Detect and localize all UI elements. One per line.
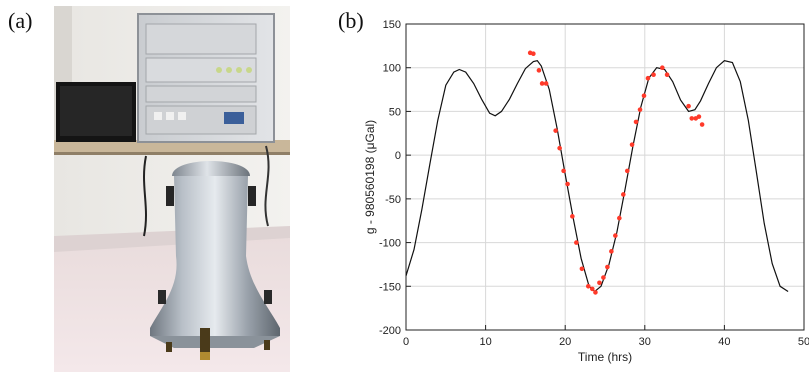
data-point <box>621 192 626 197</box>
gravity-chart: 0 10 20 30 40 50 -200 -150 -100 -50 0 50 100 150 Time… <box>363 19 809 364</box>
data-point <box>570 214 575 219</box>
gravimeter-photo <box>54 6 290 372</box>
y-tick-label: -150 <box>379 281 401 293</box>
data-point <box>579 266 585 272</box>
data-point <box>696 114 702 119</box>
data-point <box>689 116 695 121</box>
data-point <box>585 283 591 289</box>
x-tick-label: 10 <box>479 336 491 348</box>
x-tick-label: 20 <box>559 336 571 348</box>
y-tick-label: 0 <box>395 150 401 162</box>
data-point <box>641 93 647 98</box>
data-point <box>553 128 558 133</box>
data-point <box>531 51 536 57</box>
panel-a-label: (a) <box>8 8 33 33</box>
data-point <box>613 233 618 238</box>
data-point <box>574 240 579 245</box>
data-point <box>624 168 630 174</box>
y-tick-label: 100 <box>383 63 401 75</box>
data-point <box>605 264 610 270</box>
data-point <box>593 290 598 295</box>
axis-ticks: 0 10 20 30 40 50 -200 -150 -100 -50 0 50 100 150 <box>379 19 809 348</box>
data-point <box>686 103 691 109</box>
y-axis-label: g - 980560198 (μGal) <box>363 120 377 234</box>
data-point <box>543 81 549 86</box>
data-point <box>699 122 705 127</box>
data-point <box>597 280 602 286</box>
data-point <box>601 275 606 280</box>
y-tick-label: 150 <box>383 19 401 31</box>
x-tick-label: 30 <box>639 336 651 348</box>
y-tick-label: -50 <box>385 194 401 206</box>
chart-grid <box>405 23 805 331</box>
y-tick-label: -200 <box>379 325 401 337</box>
data-point <box>609 249 614 254</box>
x-tick-label: 40 <box>718 336 730 348</box>
data-point <box>589 286 595 292</box>
y-tick-label: 50 <box>389 106 401 118</box>
data-point <box>664 72 670 78</box>
data-point <box>651 72 656 78</box>
x-tick-label: 50 <box>798 336 809 348</box>
data-point <box>637 107 643 112</box>
measurement-points <box>527 50 705 295</box>
data-point <box>539 81 545 86</box>
panel-b-label: (b) <box>338 8 364 33</box>
data-point <box>561 168 566 174</box>
model-curve <box>405 60 789 293</box>
data-point <box>660 65 665 71</box>
data-point <box>629 142 635 147</box>
data-point <box>645 75 651 81</box>
data-point <box>536 68 542 73</box>
data-point <box>557 145 562 151</box>
data-point <box>633 119 639 125</box>
x-tick-label: 0 <box>403 336 409 348</box>
data-point <box>617 215 622 221</box>
plot-frame <box>405 23 805 331</box>
data-point <box>565 181 570 187</box>
x-axis-label: Time (hrs) <box>578 350 632 364</box>
y-tick-label: -100 <box>379 238 401 250</box>
